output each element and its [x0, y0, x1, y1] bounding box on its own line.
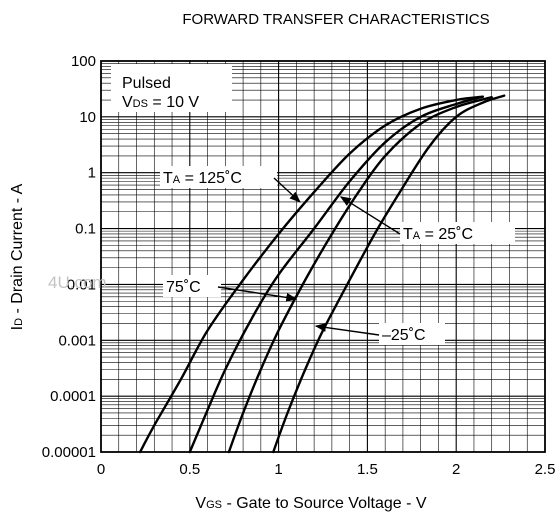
x-tick-label: 2.5 [535, 461, 556, 478]
grid [101, 61, 545, 452]
y-axis-title-sub: D [13, 318, 25, 326]
plot-frame [100, 60, 546, 453]
y-tick-label: 0.01 [67, 276, 96, 293]
annotation-arrow [273, 177, 301, 203]
x-axis-title-sym: V [195, 495, 206, 512]
y-axis-title-sym: I [9, 326, 26, 330]
annotation-bg [160, 166, 277, 188]
x-axis-title-text: - Gate to Source Voltage - V [222, 495, 427, 512]
x-axis-title-sub: GS [206, 499, 222, 511]
annotation-arrow [314, 323, 380, 336]
conditions-line2-rest: = 10 V [148, 94, 199, 111]
series-line-75C [188, 95, 484, 454]
annotation-bg [379, 323, 445, 345]
annotation-label-ta125: TA = 125˚C [163, 170, 242, 187]
x-tick-label: 0.5 [179, 461, 200, 478]
y-tick-label: 10 [79, 109, 96, 126]
y-tick-label: 0.0001 [50, 388, 96, 405]
y-tick-label: 0.00001 [42, 444, 96, 461]
x-tick-label: 1 [274, 461, 282, 478]
y-tick-label: 0.001 [58, 332, 96, 349]
x-tick-label: 1.5 [357, 461, 378, 478]
conditions-line1: Pulsed [122, 75, 171, 92]
conditions-line2-sub: DS [133, 98, 148, 110]
conditions-line2-sym: V [122, 94, 133, 111]
annotation-label-ta25: TA = 25˚C [403, 226, 473, 243]
annotations: TA = 125˚C TA = 25˚C 75˚C –25˚C [160, 166, 515, 345]
y-tick-label: 100 [71, 53, 96, 70]
series-line-25C [272, 94, 506, 454]
chart-title: FORWARD TRANSFER CHARACTERISTICS [182, 11, 489, 28]
annotation-bg [400, 222, 515, 244]
conditions-box [111, 64, 232, 112]
series-line-125C [138, 95, 484, 454]
curves [138, 94, 506, 454]
y-axis-title-text: - Drain Current - A [9, 183, 26, 318]
annotation-arrow [217, 286, 298, 302]
annotation-arrow [339, 196, 401, 235]
series-line-25C [227, 96, 493, 454]
annotation-label-t75: 75˚C [166, 279, 201, 296]
annotation-bg [163, 275, 221, 297]
tick-labels: 0 0.5 1 1.5 2 2.5 0.00001 0.0001 0.001 0.01 0.1 1 10… [42, 53, 556, 478]
x-tick-label: 2 [452, 461, 460, 478]
x-axis-title: VGS - Gate to Source Voltage - V [195, 495, 426, 512]
x-tick-label: 0 [97, 461, 105, 478]
y-tick-label: 0.1 [75, 221, 96, 238]
watermark: 4U.com [48, 273, 107, 292]
conditions-line2: VDS = 10 V [122, 94, 199, 111]
y-axis-title: ID - Drain Current - A [9, 183, 26, 330]
y-tick-label: 1 [88, 165, 96, 182]
annotation-label-tm25: –25˚C [382, 327, 426, 344]
